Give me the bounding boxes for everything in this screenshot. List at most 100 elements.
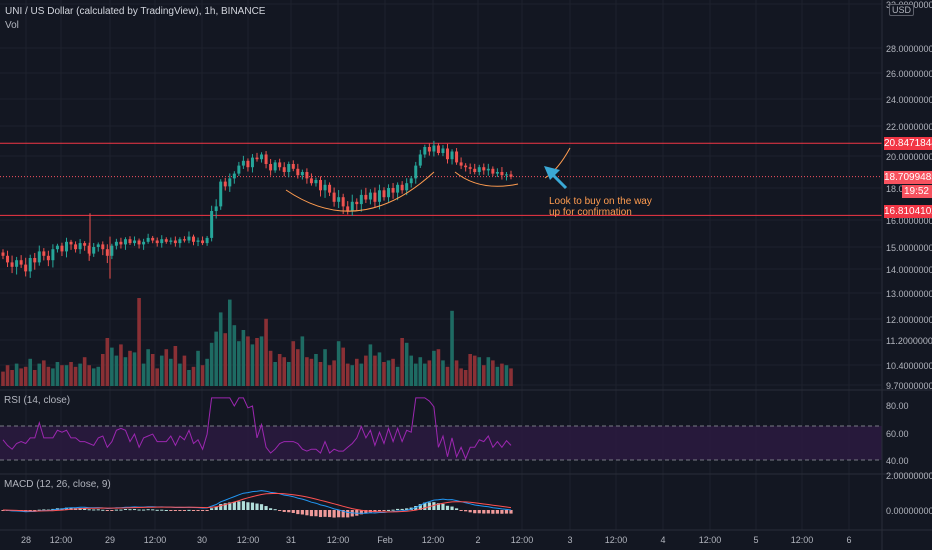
volume-bar	[100, 354, 105, 386]
macd-histogram-bar	[151, 509, 155, 511]
macd-histogram-bar	[341, 510, 345, 518]
candle	[155, 240, 159, 244]
x-tick-label: 12:00	[511, 535, 534, 545]
volume-bar	[196, 350, 200, 386]
volume-bar	[223, 333, 228, 386]
macd-histogram-bar	[264, 506, 268, 510]
candle	[250, 157, 254, 168]
volume-bar	[491, 360, 495, 386]
volume-bar	[119, 344, 123, 386]
volume-bar	[323, 349, 327, 386]
volume-bar	[327, 365, 332, 386]
candle	[319, 180, 322, 191]
candle	[473, 168, 477, 172]
volume-bar	[146, 349, 150, 386]
volume-bar	[504, 365, 509, 386]
macd-histogram-bar	[101, 509, 105, 511]
macd-histogram-bar	[441, 503, 445, 510]
volume-bar	[137, 298, 141, 386]
volume-bar	[200, 365, 205, 386]
annotation-line-1: Look to buy on the way	[549, 196, 652, 207]
candle	[10, 262, 14, 267]
volume-bar	[250, 344, 255, 386]
candle	[396, 184, 400, 193]
x-tick-label: Feb	[377, 535, 393, 545]
macd-histogram-bar	[504, 510, 509, 514]
candle	[164, 239, 168, 242]
volume-bar	[209, 342, 214, 386]
x-tick-label: 12:00	[237, 535, 260, 545]
macd-histogram-bar	[119, 509, 123, 511]
price-tick-label: 9.70000000	[886, 381, 932, 391]
candle	[173, 240, 177, 244]
macd-tick-label: 0.00000000	[886, 506, 932, 516]
volume-bar	[150, 354, 155, 386]
macd-histogram-bar	[132, 509, 137, 511]
rsi-tick-label: 60.00	[886, 429, 909, 439]
macd-histogram-bar	[305, 510, 309, 516]
candle	[42, 251, 46, 256]
annotation-line-2: up for confirmation	[549, 207, 632, 218]
macd-histogram-bar	[155, 509, 159, 511]
volume-bar	[214, 331, 218, 386]
volume-bar	[141, 363, 146, 386]
candle	[355, 201, 359, 205]
volume-bar	[486, 357, 491, 386]
volume-bar	[400, 338, 404, 386]
macd-histogram-bar	[64, 507, 69, 510]
candles	[1, 140, 513, 279]
macd-histogram-bar	[33, 510, 37, 511]
annotation-text: Look to buy on the way up for confirmati…	[549, 196, 652, 218]
macd-histogram-bar	[28, 510, 32, 511]
volume-bar	[96, 366, 101, 386]
volume-bar	[495, 366, 500, 386]
volume-bar	[128, 350, 132, 386]
x-tick-label: 2	[475, 535, 480, 545]
candle	[382, 190, 386, 198]
volume-bar	[409, 355, 414, 386]
macd-histogram-bar	[282, 510, 286, 512]
candle	[273, 162, 277, 171]
macd-histogram-bar	[246, 502, 250, 510]
x-tick-label: 12:00	[605, 535, 628, 545]
macd-histogram-bar	[105, 510, 109, 511]
volume-bar	[241, 330, 246, 386]
handle-arc	[454, 171, 519, 187]
candle	[446, 148, 449, 160]
candle	[278, 162, 282, 168]
candle	[450, 151, 454, 160]
volume-bar	[345, 363, 350, 386]
candle	[486, 168, 490, 171]
candle	[78, 243, 82, 250]
volume-bar	[463, 370, 468, 386]
volume-bar	[277, 354, 282, 386]
macd-histogram-bar	[359, 510, 363, 515]
x-tick-label: 30	[197, 535, 207, 545]
candle	[500, 172, 504, 176]
price-tick-label: 24.00000000	[886, 95, 932, 105]
candle	[196, 240, 200, 242]
candle	[282, 167, 286, 172]
volume-bar	[477, 357, 482, 386]
candle	[210, 211, 214, 238]
candle	[468, 167, 472, 169]
volume-bar	[423, 363, 427, 386]
macd-histogram-bar	[432, 502, 436, 510]
candle	[459, 162, 463, 166]
volume-bar	[73, 366, 78, 386]
candle	[491, 168, 495, 174]
volume-bar	[450, 310, 454, 386]
volume-bar	[218, 312, 223, 386]
candle	[287, 164, 291, 172]
price-tick-label: 16.00000000	[886, 216, 932, 226]
currency-badge[interactable]: USD	[888, 4, 914, 16]
candle	[387, 188, 391, 198]
x-tick-label: 12:00	[327, 535, 350, 545]
candle	[87, 245, 91, 254]
macd-histogram-bar	[278, 510, 282, 511]
macd-histogram-bar	[232, 501, 236, 510]
macd-histogram-bar	[464, 510, 468, 512]
x-tick-label: 28	[21, 535, 31, 545]
